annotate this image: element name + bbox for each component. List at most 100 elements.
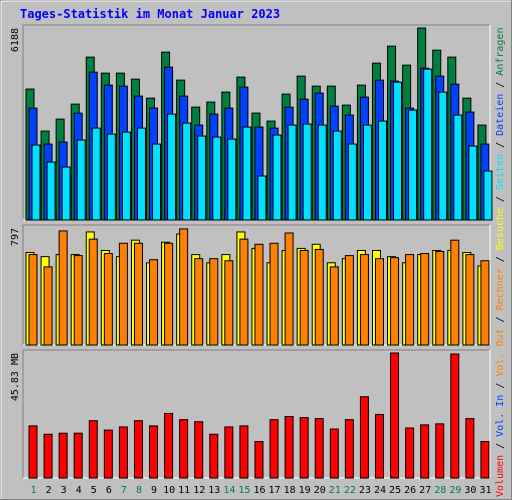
x-tick-label: 20: [314, 485, 326, 496]
x-tick-label: 18: [284, 485, 296, 496]
bar: [269, 242, 279, 346]
bar: [209, 258, 219, 346]
x-tick-label: 21: [329, 485, 341, 496]
x-tick-label: 16: [253, 485, 265, 496]
bar: [390, 257, 400, 346]
bar: [254, 243, 264, 346]
bar: [344, 255, 354, 346]
bar: [194, 258, 204, 346]
bar: [302, 123, 312, 221]
bar: [239, 425, 249, 479]
legend-entry: Vol. In: [495, 395, 506, 437]
x-tick-label: 30: [464, 485, 476, 496]
legend-separator: /: [495, 196, 506, 202]
bar: [58, 432, 68, 479]
bar: [435, 423, 445, 479]
bar: [269, 419, 279, 479]
bar: [58, 230, 68, 346]
bar: [408, 109, 418, 221]
chart-title: Tages-Statistik im Monat Januar 2023: [20, 7, 280, 21]
bar: [347, 143, 357, 221]
x-tick-label: 29: [449, 485, 461, 496]
legend-separator: /: [495, 256, 506, 262]
x-tick-label: 7: [121, 485, 127, 496]
x-tick-label: 14: [223, 485, 235, 496]
x-tick-label: 13: [208, 485, 220, 496]
bar: [164, 242, 174, 346]
bar: [152, 143, 162, 221]
bar: [299, 417, 309, 479]
bar: [28, 425, 38, 479]
x-tick-label: 25: [389, 485, 401, 496]
bar: [483, 170, 493, 221]
legend: Volumen / Vol. In / Vol. Out / Rechner / Besuche…: [495, 28, 506, 497]
bar: [31, 144, 41, 221]
bar: [227, 138, 237, 221]
bar: [167, 113, 177, 221]
legend-entry: Volumen: [495, 455, 506, 497]
bar: [121, 131, 131, 221]
legend-entry: Seiten: [495, 154, 506, 190]
legend-entry: Rechner: [495, 268, 506, 310]
x-tick-label: 23: [359, 485, 371, 496]
bar: [480, 441, 490, 479]
legend-separator: /: [495, 316, 506, 322]
x-tick-label: 8: [136, 485, 142, 496]
bar: [106, 133, 116, 221]
legend-separator: /: [495, 142, 506, 148]
x-tick-label: 6: [106, 485, 112, 496]
bar: [284, 232, 294, 346]
legend-entry: Dateien: [495, 94, 506, 136]
bar: [43, 266, 53, 346]
x-tick-label: 10: [163, 485, 175, 496]
bar: [362, 124, 372, 221]
bar: [465, 418, 475, 479]
bar: [390, 352, 400, 479]
x-tick-label: 1: [31, 485, 37, 496]
bar: [149, 259, 159, 346]
bar: [438, 91, 448, 221]
bar: [224, 260, 234, 346]
legend-separator: /: [495, 383, 506, 389]
bar: [182, 122, 192, 221]
bar: [393, 81, 403, 221]
bar: [239, 238, 249, 346]
bar: [149, 425, 159, 479]
bar: [197, 135, 207, 221]
legend-entry: Vol. Out: [495, 328, 506, 376]
x-tick-label: 5: [91, 485, 97, 496]
bar: [405, 427, 415, 479]
bar: [133, 420, 143, 479]
bar: [179, 419, 189, 479]
bar: [359, 254, 369, 346]
bar: [420, 253, 430, 346]
bar: [209, 433, 219, 479]
bar: [179, 228, 189, 346]
x-tick-label: 9: [151, 485, 157, 496]
bar: [164, 412, 174, 479]
bar: [88, 420, 98, 479]
x-tick-label: 12: [193, 485, 205, 496]
bar: [329, 266, 339, 346]
bar: [76, 139, 86, 221]
bar: [257, 175, 267, 221]
bar: [465, 254, 475, 346]
x-tick-label: 27: [419, 485, 431, 496]
x-tick-label: 19: [299, 485, 311, 496]
bar: [453, 114, 463, 221]
bar: [287, 124, 297, 221]
y-tick-label: 45.83 MB: [10, 353, 21, 401]
x-tick-label: 26: [404, 485, 416, 496]
bar: [272, 134, 282, 221]
bar: [450, 239, 460, 346]
bar: [329, 428, 339, 479]
legend-separator: /: [495, 443, 506, 449]
bar: [374, 413, 384, 479]
legend-separator: /: [495, 82, 506, 88]
x-tick-label: 22: [344, 485, 356, 496]
bar: [468, 145, 478, 221]
bar: [73, 255, 83, 346]
bar: [224, 426, 234, 479]
bar: [88, 238, 98, 346]
x-tick-label: 24: [374, 485, 386, 496]
